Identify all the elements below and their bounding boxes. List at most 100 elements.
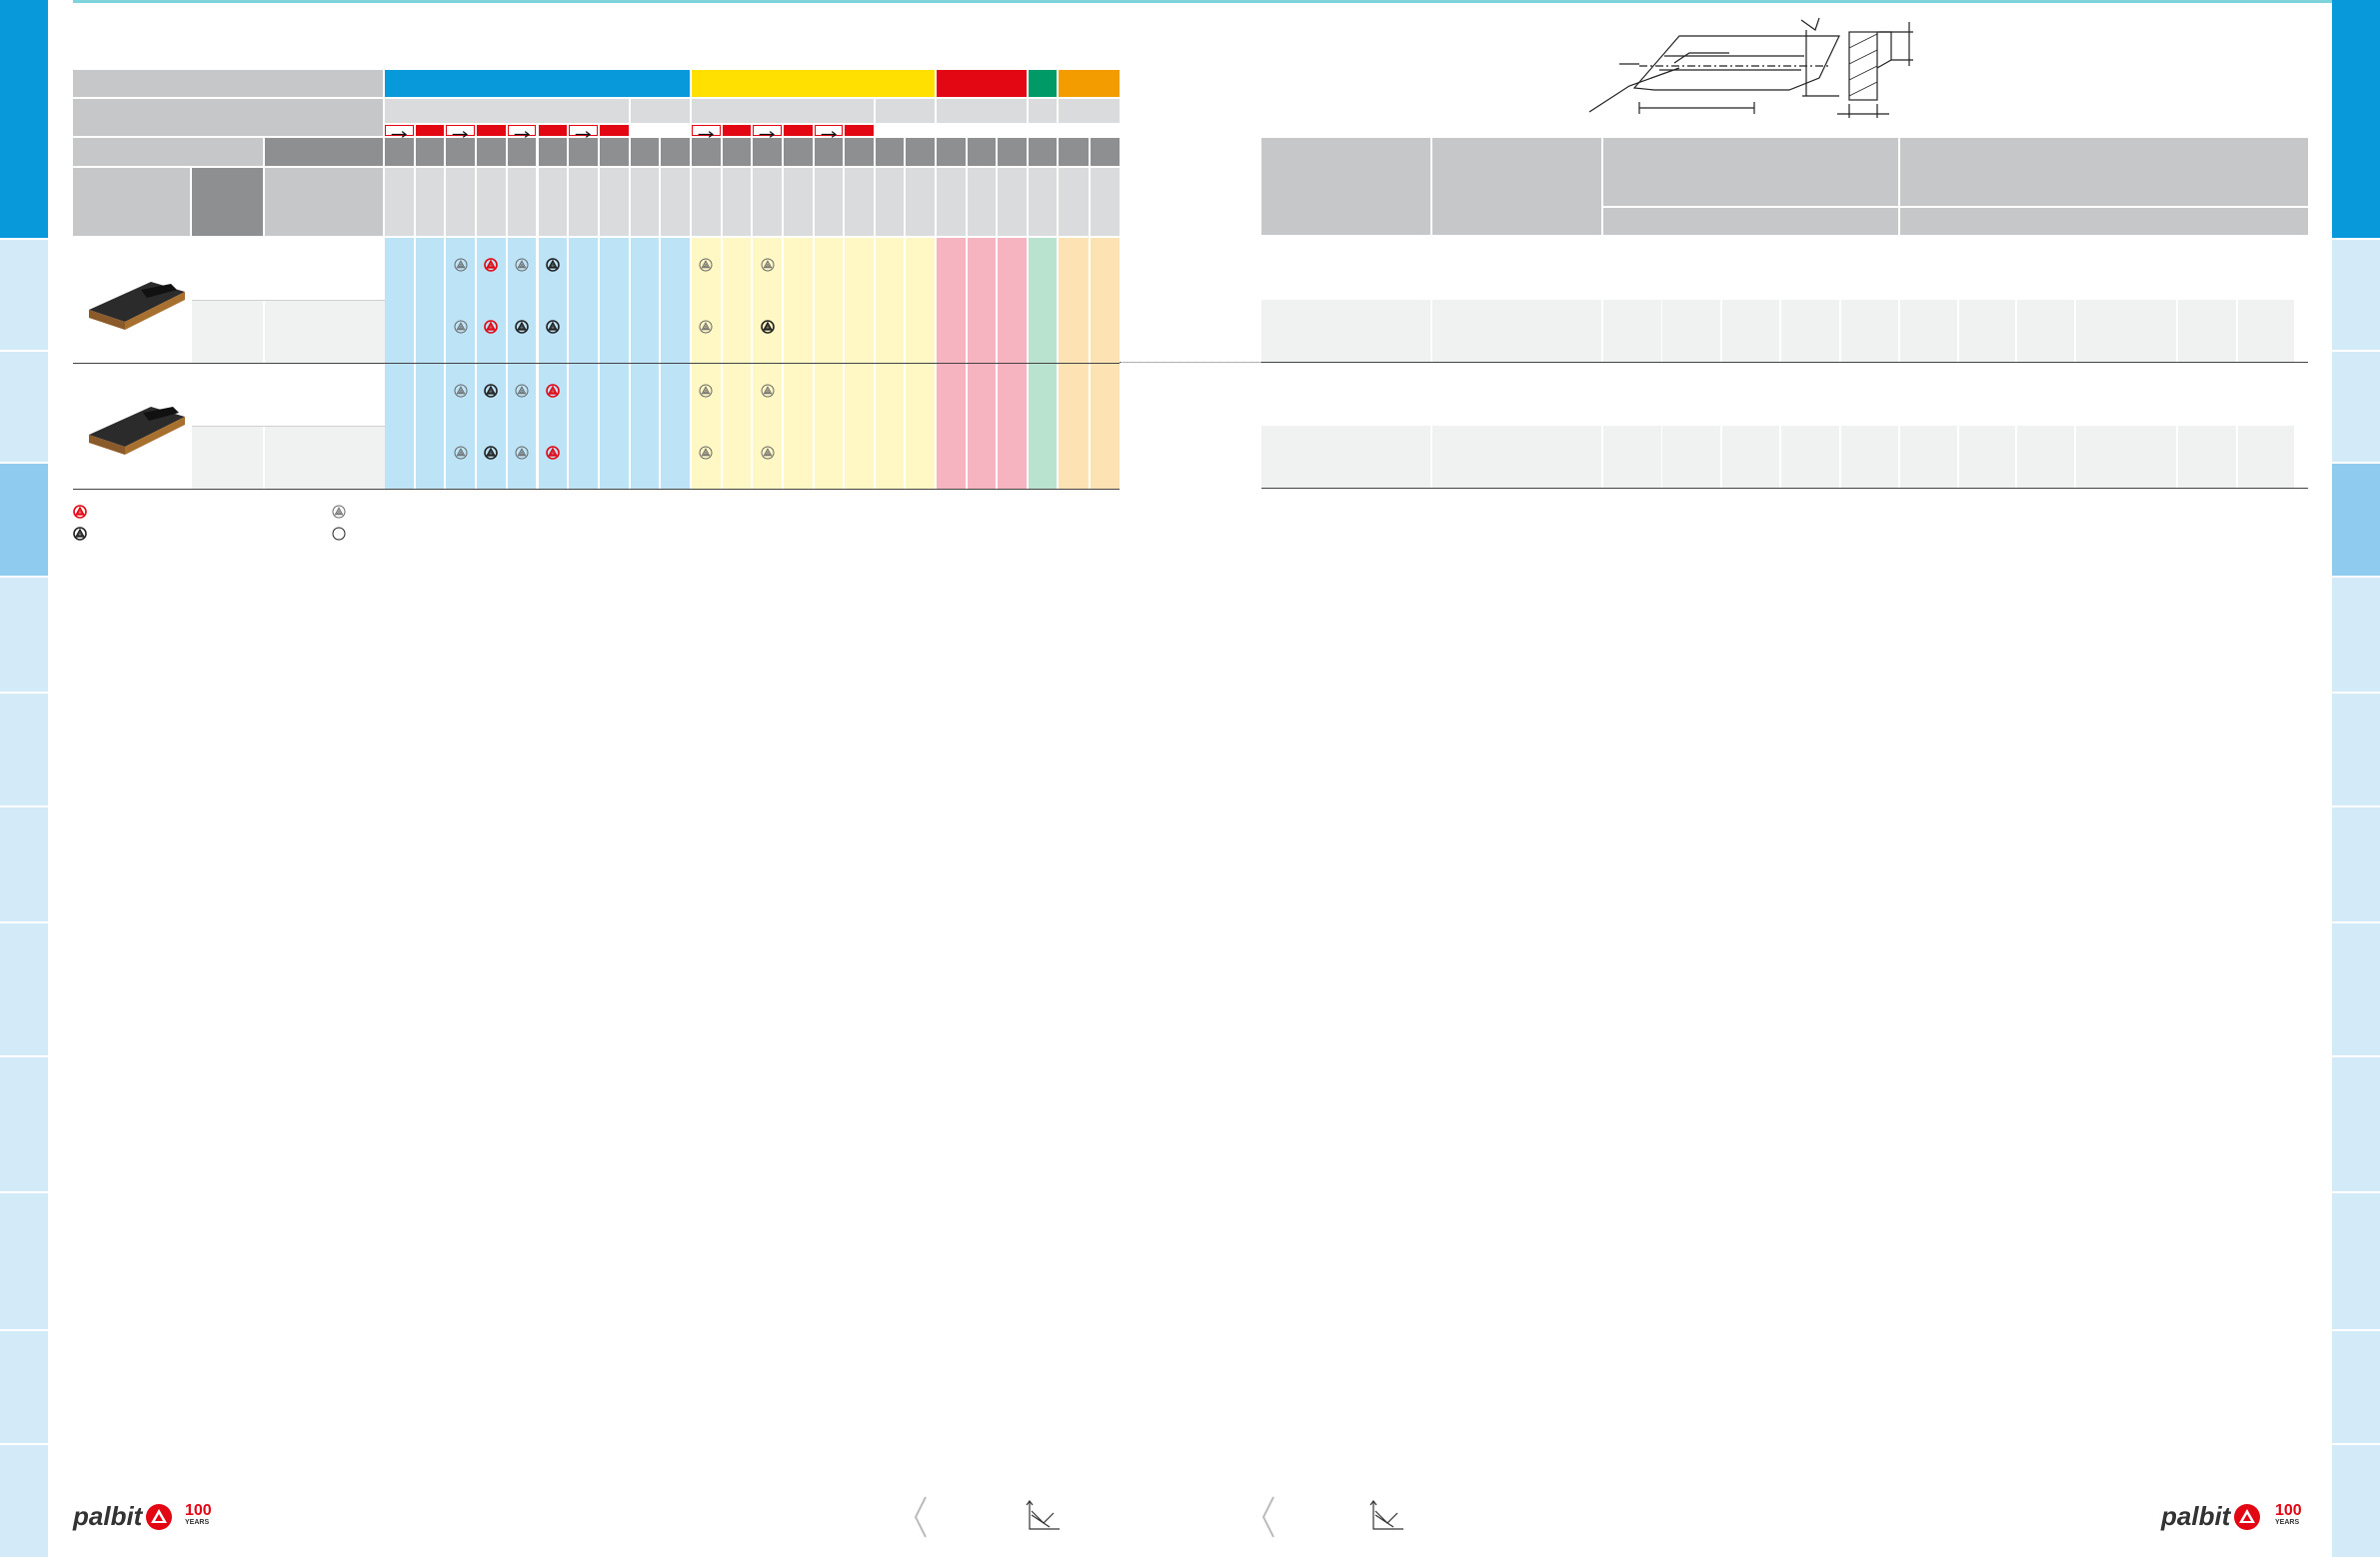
header-row3-label — [73, 138, 263, 166]
side-tab-11[interactable] — [0, 1331, 48, 1443]
grade-name-cell — [845, 168, 874, 236]
grade-column-P — [415, 238, 445, 490]
grade-header-cell — [875, 138, 905, 166]
grade-header-cell — [538, 138, 568, 166]
right-side-tab-1[interactable] — [2332, 0, 2380, 238]
side-tab-9[interactable] — [0, 1057, 48, 1191]
subgroup-P2 — [631, 99, 690, 123]
side-tab-8[interactable] — [0, 923, 48, 1055]
right-side-tab-7[interactable] — [2332, 807, 2380, 921]
header-row3-gray — [265, 138, 383, 166]
grade-header-cell — [937, 138, 966, 166]
grade-code-header — [385, 138, 1120, 166]
page-back-arrow-left[interactable] — [914, 1495, 928, 1539]
feed-arrow-icon — [814, 125, 844, 138]
subgroup-N — [1029, 99, 1057, 123]
feed-strip-cell — [415, 125, 445, 136]
grade-name-cell — [661, 168, 690, 236]
feed-strip-cell — [477, 125, 506, 136]
dim-cell — [1959, 300, 2015, 362]
row-bg-2b — [192, 427, 385, 489]
anniversary-right: 100 YEARS — [2275, 1503, 2320, 1533]
right-side-tab-9[interactable] — [2332, 1057, 2380, 1191]
grade-table — [73, 70, 1120, 490]
left-side-tabs — [0, 0, 48, 1557]
grade-header-cell — [415, 138, 445, 166]
grade-column-P — [630, 238, 660, 490]
grade-name-cell — [415, 168, 445, 236]
right-side-tab-10[interactable] — [2332, 1193, 2380, 1329]
side-tab-3[interactable] — [0, 352, 48, 462]
right-side-tab-6[interactable] — [2332, 694, 2380, 805]
right-side-tab-4[interactable] — [2332, 464, 2380, 576]
dim-cell — [1662, 426, 1720, 488]
feed-arrow-icon — [753, 125, 782, 138]
page-back-arrow-right[interactable] — [1261, 1495, 1275, 1539]
grade-name-cell — [783, 168, 813, 236]
right-side-tab-8[interactable] — [2332, 923, 2380, 1055]
dim-header-2 — [1432, 138, 1601, 235]
row-divider-2b-v — [263, 427, 265, 489]
row-bg-1b — [192, 301, 385, 363]
side-tab-5[interactable] — [0, 578, 48, 692]
grade-name-cell — [599, 168, 629, 236]
dim-cell — [1900, 426, 1957, 488]
row-divider-1 — [192, 300, 385, 301]
dim-cell — [1662, 300, 1720, 362]
insert-image-1 — [81, 270, 191, 335]
grade-column-M — [783, 238, 813, 490]
right-side-tab-11[interactable] — [2332, 1331, 2380, 1443]
right-side-tab-12[interactable] — [2332, 1445, 2380, 1557]
side-tab-12[interactable] — [0, 1445, 48, 1557]
anniversary-number-left: 100 — [185, 1502, 212, 1519]
side-tab-6[interactable] — [0, 694, 48, 805]
side-tab-2[interactable] — [0, 240, 48, 350]
grade-column-P — [385, 238, 414, 490]
side-tab-7[interactable] — [0, 807, 48, 921]
side-tab-4[interactable] — [0, 464, 48, 576]
gray-grade-icon — [699, 320, 713, 334]
subgroup-K — [937, 99, 1027, 123]
feed-arrow-icon — [692, 125, 721, 138]
dim-cell — [2017, 300, 2074, 362]
right-side-tabs — [2332, 0, 2380, 1557]
legend-item-circle — [332, 527, 346, 541]
dim-cell — [2017, 426, 2074, 488]
gray-grade-icon — [515, 258, 529, 272]
right-side-tab-2[interactable] — [2332, 240, 2380, 350]
grade-header-cell — [692, 138, 721, 166]
dim-cell — [1721, 426, 1780, 488]
dim-header-3b — [1603, 208, 1898, 235]
grade-name-cell — [507, 168, 537, 236]
dim-cell — [2178, 300, 2236, 362]
subgroup-S — [1059, 99, 1120, 123]
feed-strip-cell — [783, 125, 813, 136]
dim-cell — [1781, 426, 1839, 488]
right-side-tab-5[interactable] — [2332, 578, 2380, 692]
grade-column-M — [845, 238, 874, 490]
group-K-bar — [937, 70, 1027, 97]
side-tab-10[interactable] — [0, 1193, 48, 1329]
group-P-bar — [385, 70, 690, 97]
dim-cell — [1432, 300, 1601, 362]
dim-cell — [1261, 426, 1430, 488]
group-S-bar — [1059, 70, 1120, 97]
legend-item-gray — [332, 505, 346, 519]
dim-cell — [1432, 426, 1601, 488]
row-divider-main — [73, 363, 1120, 364]
grade-header-cell — [569, 138, 598, 166]
group-M-bar — [692, 70, 935, 97]
legend-item-red — [73, 505, 87, 519]
header-label-bar — [73, 70, 383, 97]
grade-column-M — [814, 238, 844, 490]
grade-column-K — [998, 238, 1027, 490]
side-tab-1[interactable] — [0, 0, 48, 238]
grade-column-K — [937, 238, 966, 490]
grade-name-cell — [630, 168, 660, 236]
grade-column-S — [1059, 238, 1089, 490]
group-N-bar — [1029, 70, 1057, 97]
grade-name-cell — [477, 168, 506, 236]
red-grade-icon — [546, 446, 560, 460]
right-side-tab-3[interactable] — [2332, 352, 2380, 462]
grade-column-P — [507, 238, 537, 490]
